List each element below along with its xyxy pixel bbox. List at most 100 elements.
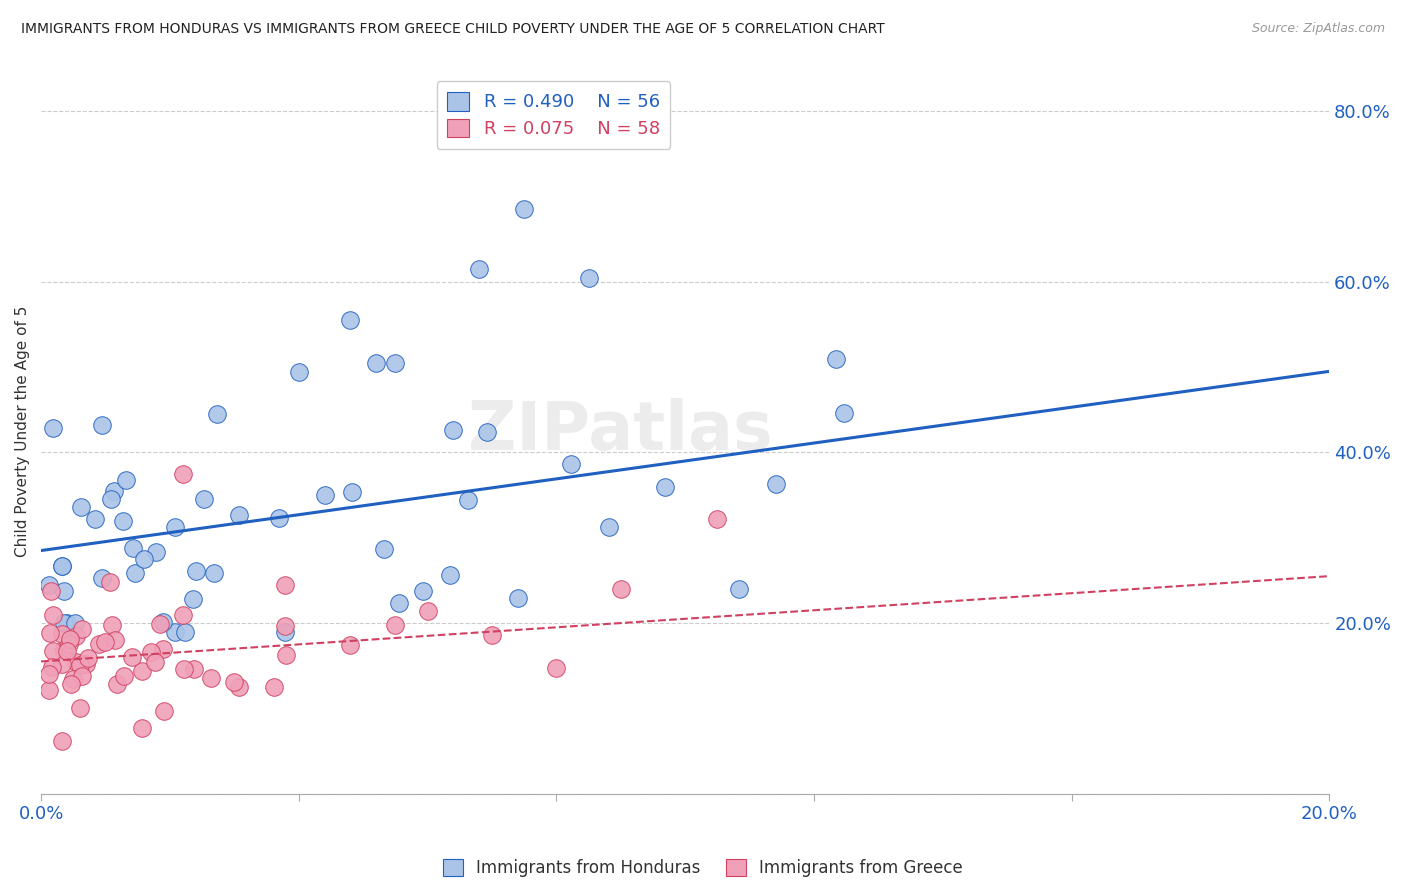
Legend: R = 0.490    N = 56, R = 0.075    N = 58: R = 0.490 N = 56, R = 0.075 N = 58 xyxy=(437,81,671,149)
Point xyxy=(228,680,250,694)
Point xyxy=(63,615,86,630)
Point xyxy=(152,642,174,657)
Point xyxy=(121,650,143,665)
Point xyxy=(104,633,127,648)
Point xyxy=(193,491,215,506)
Point xyxy=(288,365,311,379)
Point xyxy=(94,635,117,649)
Point xyxy=(200,671,222,685)
Point xyxy=(165,624,187,639)
Point xyxy=(59,632,82,647)
Point xyxy=(38,683,60,698)
Point xyxy=(52,615,75,630)
Point xyxy=(145,545,167,559)
Point xyxy=(598,520,620,534)
Point xyxy=(174,624,197,639)
Point xyxy=(114,473,136,487)
Point xyxy=(72,669,94,683)
Point xyxy=(41,660,63,674)
Point xyxy=(153,705,176,719)
Point xyxy=(42,420,65,434)
Y-axis label: Child Poverty Under the Age of 5: Child Poverty Under the Age of 5 xyxy=(15,305,30,557)
Point xyxy=(105,677,128,691)
Text: ZIPatlas: ZIPatlas xyxy=(468,398,773,464)
Point xyxy=(111,514,134,528)
Point xyxy=(65,655,87,669)
Point xyxy=(39,583,62,598)
Point xyxy=(42,608,65,623)
Point xyxy=(112,668,135,682)
Point xyxy=(152,615,174,629)
Point xyxy=(90,418,112,433)
Point xyxy=(546,661,568,675)
Point xyxy=(149,617,172,632)
Point xyxy=(58,637,80,651)
Point xyxy=(98,574,121,589)
Point xyxy=(52,643,75,657)
Point xyxy=(727,582,749,596)
Point xyxy=(39,625,62,640)
Point xyxy=(506,591,529,605)
Point xyxy=(364,356,387,370)
Point xyxy=(654,480,676,494)
Point xyxy=(706,511,728,525)
Point xyxy=(384,356,406,370)
Point xyxy=(274,578,297,592)
Point xyxy=(412,584,434,599)
Point xyxy=(373,542,395,557)
Point xyxy=(183,592,205,607)
Point xyxy=(131,721,153,735)
Point xyxy=(825,351,848,366)
Point xyxy=(513,202,536,217)
Point xyxy=(51,558,73,573)
Point xyxy=(384,618,406,632)
Point xyxy=(165,519,187,533)
Point xyxy=(578,270,600,285)
Point xyxy=(441,423,464,437)
Point xyxy=(90,571,112,585)
Point xyxy=(477,425,499,439)
Point xyxy=(457,493,479,508)
Point xyxy=(439,568,461,582)
Point xyxy=(53,583,76,598)
Point xyxy=(139,645,162,659)
Point xyxy=(274,648,297,662)
Point xyxy=(468,262,491,277)
Point xyxy=(60,677,83,691)
Point xyxy=(481,628,503,642)
Point xyxy=(172,607,194,622)
Point xyxy=(416,604,439,618)
Point xyxy=(183,662,205,676)
Point xyxy=(55,615,77,630)
Point xyxy=(172,467,194,481)
Point xyxy=(131,664,153,678)
Point xyxy=(132,551,155,566)
Point xyxy=(339,638,361,652)
Point xyxy=(339,313,361,327)
Point xyxy=(173,662,195,676)
Point xyxy=(56,644,79,658)
Point xyxy=(42,644,65,658)
Point xyxy=(388,596,411,610)
Point xyxy=(51,627,73,641)
Point xyxy=(101,618,124,632)
Point xyxy=(100,492,122,507)
Point xyxy=(122,541,145,556)
Point xyxy=(765,476,787,491)
Point xyxy=(69,701,91,715)
Point xyxy=(340,485,363,500)
Point xyxy=(202,566,225,580)
Point xyxy=(70,500,93,514)
Point xyxy=(205,407,228,421)
Point xyxy=(263,680,285,694)
Point xyxy=(83,512,105,526)
Point xyxy=(186,564,208,578)
Point xyxy=(274,619,297,633)
Point xyxy=(228,508,250,522)
Point xyxy=(124,566,146,581)
Point xyxy=(38,666,60,681)
Point xyxy=(70,622,93,636)
Point xyxy=(832,405,855,419)
Text: Source: ZipAtlas.com: Source: ZipAtlas.com xyxy=(1251,22,1385,36)
Point xyxy=(51,657,73,671)
